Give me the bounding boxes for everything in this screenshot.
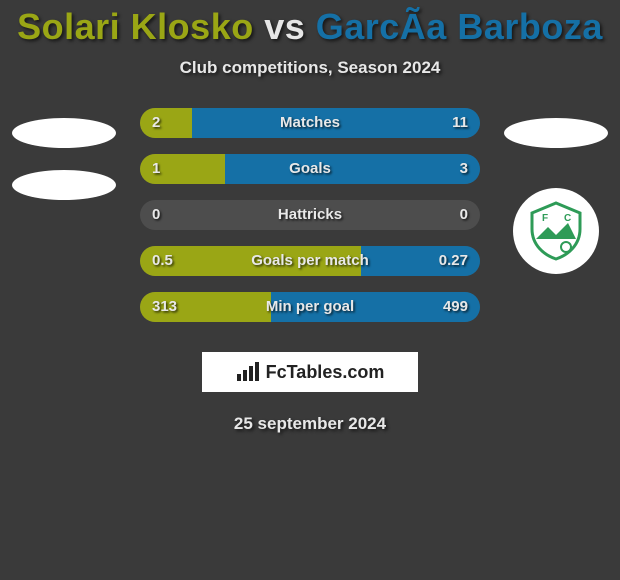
stat-label: Min per goal (140, 292, 480, 322)
player-right-side: F C (500, 108, 612, 274)
svg-text:F: F (542, 213, 548, 224)
stat-value-left: 2 (152, 108, 160, 138)
club-badge-icon: F C (524, 199, 588, 263)
player-right-photo-placeholder (504, 118, 608, 148)
stat-value-left: 0 (152, 200, 160, 230)
stat-bar: Hattricks0 0 (140, 200, 480, 230)
stat-value-right: 499 (443, 292, 468, 322)
stat-label: Hattricks (140, 200, 480, 230)
stat-bars: Matches2 11 Goals1 3 Hattricks0 0 Goals per ma… (140, 108, 480, 322)
stat-label: Matches (140, 108, 480, 138)
bars-icon (236, 362, 260, 382)
player-left-side (8, 108, 120, 222)
subtitle: Club competitions, Season 2024 (0, 58, 620, 78)
title-player-left: Solari Klosko (17, 6, 254, 47)
stat-value-right: 3 (460, 154, 468, 184)
stat-label: Goals (140, 154, 480, 184)
stat-bar: Min per goal313 499 (140, 292, 480, 322)
stat-value-right: 0.27 (439, 246, 468, 276)
stat-bar: Goals1 3 (140, 154, 480, 184)
date: 25 september 2024 (0, 414, 620, 434)
stat-value-right: 11 (452, 108, 468, 138)
stat-label: Goals per match (140, 246, 480, 276)
title-player-right: GarcÃ­a Barboza (316, 6, 603, 47)
player-left-photo-placeholder (12, 118, 116, 148)
player-right-club-badge: F C (513, 188, 599, 274)
stat-bar: Goals per match0.5 0.27 (140, 246, 480, 276)
source-logo: FcTables.com (202, 352, 418, 392)
title-vs: vs (254, 6, 316, 47)
stat-bar: Matches2 11 (140, 108, 480, 138)
source-logo-text: FcTables.com (266, 362, 385, 383)
stat-value-right: 0 (460, 200, 468, 230)
page-title: Solari Klosko vs GarcÃ­a Barboza (0, 0, 620, 48)
content-row: Matches2 11 Goals1 3 Hattricks0 0 Goals per ma… (0, 108, 620, 322)
stat-value-left: 1 (152, 154, 160, 184)
comparison-card: Solari Klosko vs GarcÃ­a Barboza Club co… (0, 0, 620, 580)
stat-value-left: 313 (152, 292, 177, 322)
player-left-flag-placeholder (12, 170, 116, 200)
stat-value-left: 0.5 (152, 246, 173, 276)
svg-text:C: C (564, 213, 571, 224)
